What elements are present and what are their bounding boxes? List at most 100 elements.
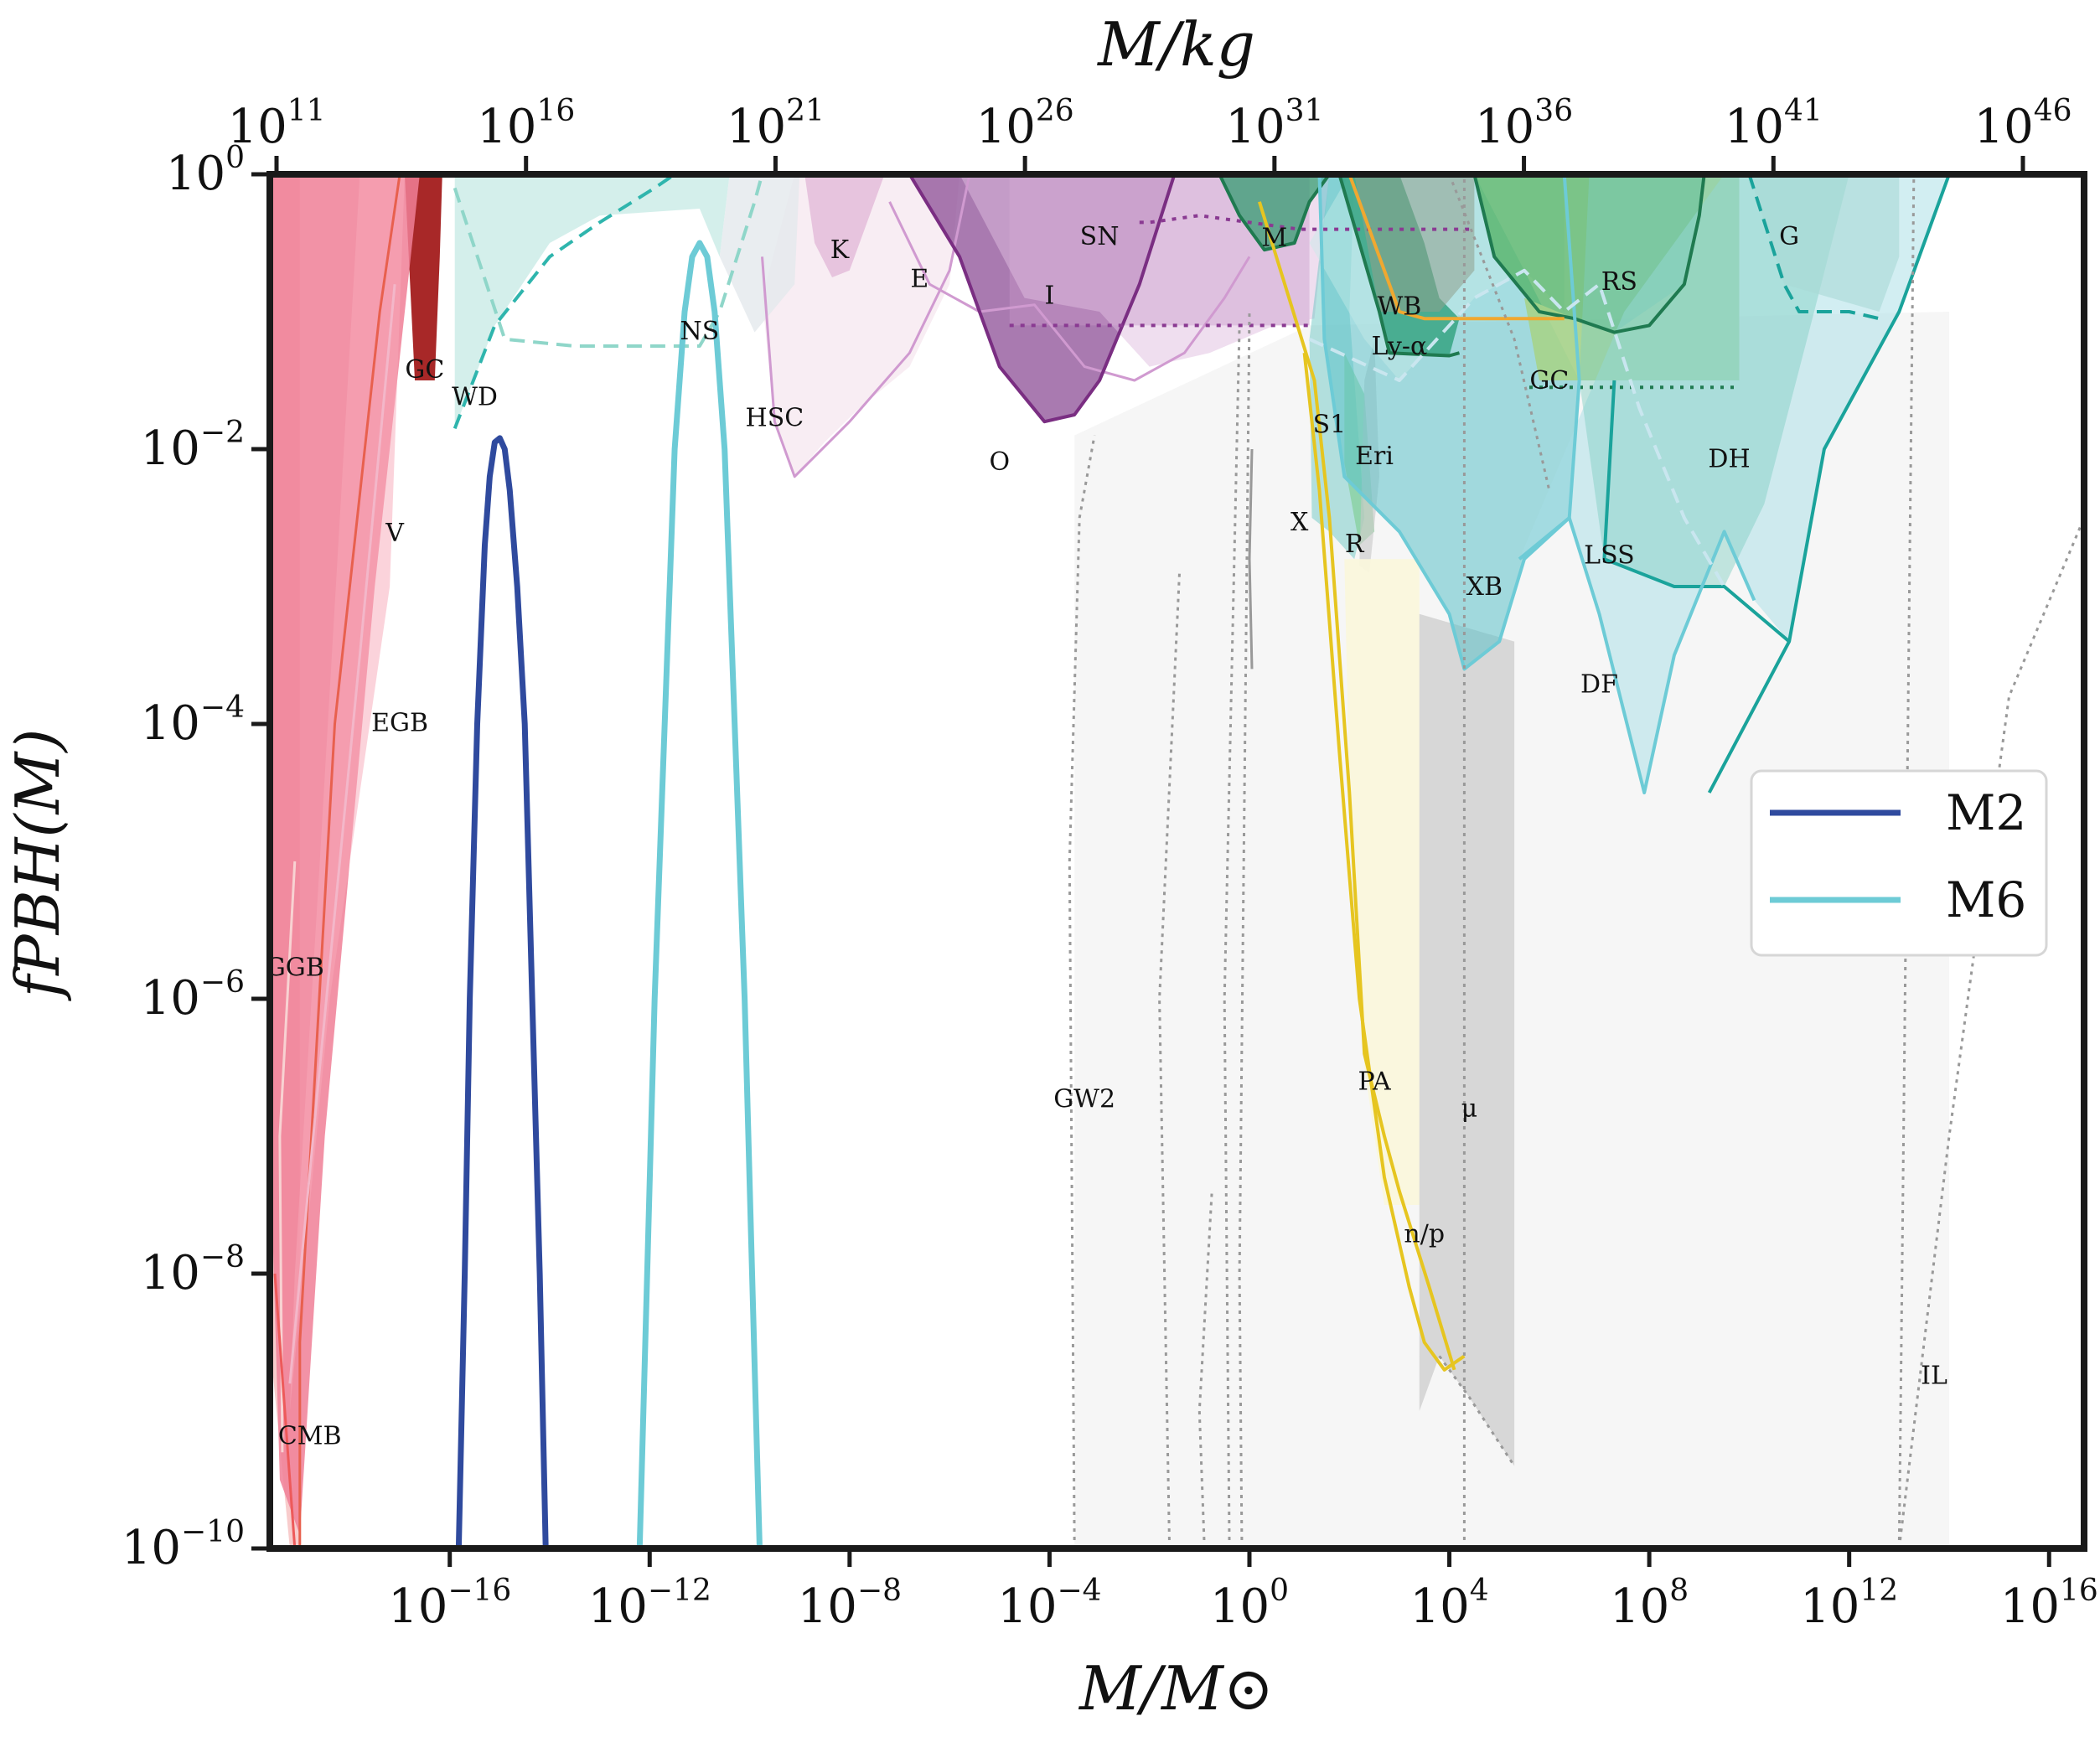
x-tick-label-base: 10 [997, 1579, 1057, 1634]
top-tick-label-exp: 16 [536, 94, 575, 128]
region-label: O [989, 447, 1010, 477]
region-label: SN [1080, 222, 1120, 251]
top-tick-label-base: 10 [1475, 100, 1534, 154]
x-axis-title: M/M⊙ [1078, 1653, 1274, 1724]
x-tick-label: 10−4 [997, 1574, 1101, 1634]
region-21 [1354, 174, 1475, 312]
x-tick-label: 10−12 [588, 1574, 711, 1634]
top-axis-title: M/kg [1096, 9, 1255, 80]
region-label: K [830, 235, 850, 265]
constraint-line-17 [1602, 380, 1791, 644]
top-tick-label-base: 10 [1725, 100, 1784, 154]
bottom-x-axis: 10−16 10−12 10−8 10−4 100 104 108 1012 1016 [388, 1548, 2098, 1634]
region-label: RS [1601, 267, 1637, 297]
y-tick-label-exp: −6 [200, 965, 245, 1000]
top-tick-label: 1046 [1973, 94, 2072, 154]
top-tick-label-exp: 36 [1534, 94, 1573, 128]
plot-frame [266, 171, 2087, 1552]
top-tick-label-exp: 31 [1285, 94, 1324, 128]
region-label: LSS [1584, 540, 1635, 570]
region-11 [719, 174, 800, 333]
y-tick-label-base: 10 [141, 971, 200, 1026]
region-label: DF [1580, 669, 1618, 699]
x-tick-label-exp: 0 [1270, 1574, 1289, 1608]
top-tick-label: 1031 [1225, 94, 1323, 154]
y-tick-label-base: 10 [166, 147, 225, 201]
constraint-line-18 [1747, 174, 1880, 321]
top-tick-label-exp: 46 [2034, 94, 2072, 128]
top-tick-label-base: 10 [1225, 100, 1285, 154]
region-12 [1219, 174, 1330, 251]
top-tick-label-base: 10 [227, 100, 287, 154]
x-tick-label-base: 10 [1210, 1579, 1270, 1634]
top-tick-label: 1011 [227, 94, 325, 154]
top-tick-label: 1041 [1725, 94, 1823, 154]
constraint-line-22 [1257, 201, 1456, 1371]
top-tick-label-base: 10 [976, 100, 1036, 154]
x-tick-label-base: 10 [388, 1579, 447, 1634]
region-5 [762, 174, 960, 477]
x-tick-label: 104 [1409, 1574, 1488, 1634]
constraint-line-10 [1139, 214, 1475, 231]
constraint-line-28 [1238, 311, 1251, 1548]
y-tick-label-base: 10 [122, 1521, 181, 1575]
region-label: WB [1377, 292, 1421, 321]
region-label: S1 [1313, 410, 1347, 439]
region-label: Eri [1355, 442, 1394, 471]
region-label: EGB [371, 708, 428, 737]
top-tick-label-base: 10 [477, 100, 536, 154]
top-tick-label-exp: 11 [287, 94, 326, 128]
region-label: X [1291, 508, 1309, 537]
y-tick-label-exp: 0 [225, 141, 245, 175]
plot-area [270, 174, 2084, 1548]
y-tick-label: 10−8 [141, 1240, 245, 1300]
region-label: CMB [278, 1422, 342, 1451]
y-tick-label: 10−6 [141, 965, 245, 1026]
region-label: GW2 [1053, 1085, 1115, 1114]
y-tick-label-exp: −10 [181, 1515, 245, 1549]
constraint-line-34 [1248, 448, 1254, 669]
x-tick-label-base: 10 [798, 1579, 857, 1634]
y-axis-title: fPBH(M) [3, 729, 73, 1002]
region-label: V [385, 519, 405, 548]
x-tick-label: 1016 [2000, 1574, 2098, 1634]
y-tick-label-exp: −4 [200, 690, 245, 725]
region-labels: GC WD NS HSC K E SN I O M S1 WB Ly-α RS GC G Eri X R DH LSS X… [266, 222, 1947, 1451]
region-10 [454, 174, 730, 429]
region-17 [1419, 613, 1515, 1466]
legend-label-m2: M2 [1946, 784, 2026, 841]
constraint-line-7 [888, 201, 1251, 382]
region-label: μ [1461, 1094, 1478, 1124]
y-tick-label: 10−10 [122, 1515, 245, 1575]
constraint-line-1 [278, 861, 297, 1453]
x-tick-label-exp: 16 [2060, 1574, 2098, 1608]
region-label: DH [1708, 444, 1750, 473]
x-tick-label-exp: 12 [1859, 1574, 1898, 1608]
constraint-line-30 [1448, 174, 1551, 491]
x-tick-label: 10−8 [798, 1574, 902, 1634]
y-tick-label-exp: −8 [200, 1240, 245, 1274]
top-tick-label-exp: 21 [786, 94, 825, 128]
region-label: E [910, 265, 928, 294]
top-tick-label: 1026 [976, 94, 1074, 154]
y-tick-label: 100 [166, 141, 245, 201]
region-label: GC [1529, 366, 1569, 395]
constraint-line-12 [1337, 174, 1461, 358]
region-label: PA [1358, 1067, 1391, 1096]
y-tick-label: 10−4 [141, 690, 245, 751]
region-label: WD [452, 383, 498, 412]
top-tick-label: 1036 [1475, 94, 1573, 154]
region-label: n/p [1404, 1219, 1445, 1248]
constraint-line-0 [298, 174, 401, 1548]
region-label: Ly-α [1372, 332, 1428, 361]
region-label: GGB [266, 953, 324, 982]
x-tick-label-exp: −12 [648, 1574, 711, 1608]
y-tick-label-exp: −2 [200, 416, 245, 450]
constraint-line-16 [1707, 174, 1951, 794]
top-tick-label-base: 10 [1973, 100, 2033, 154]
region-label: NS [680, 317, 720, 346]
constraint-line-2 [273, 1273, 297, 1548]
legend-box [1750, 769, 2048, 957]
